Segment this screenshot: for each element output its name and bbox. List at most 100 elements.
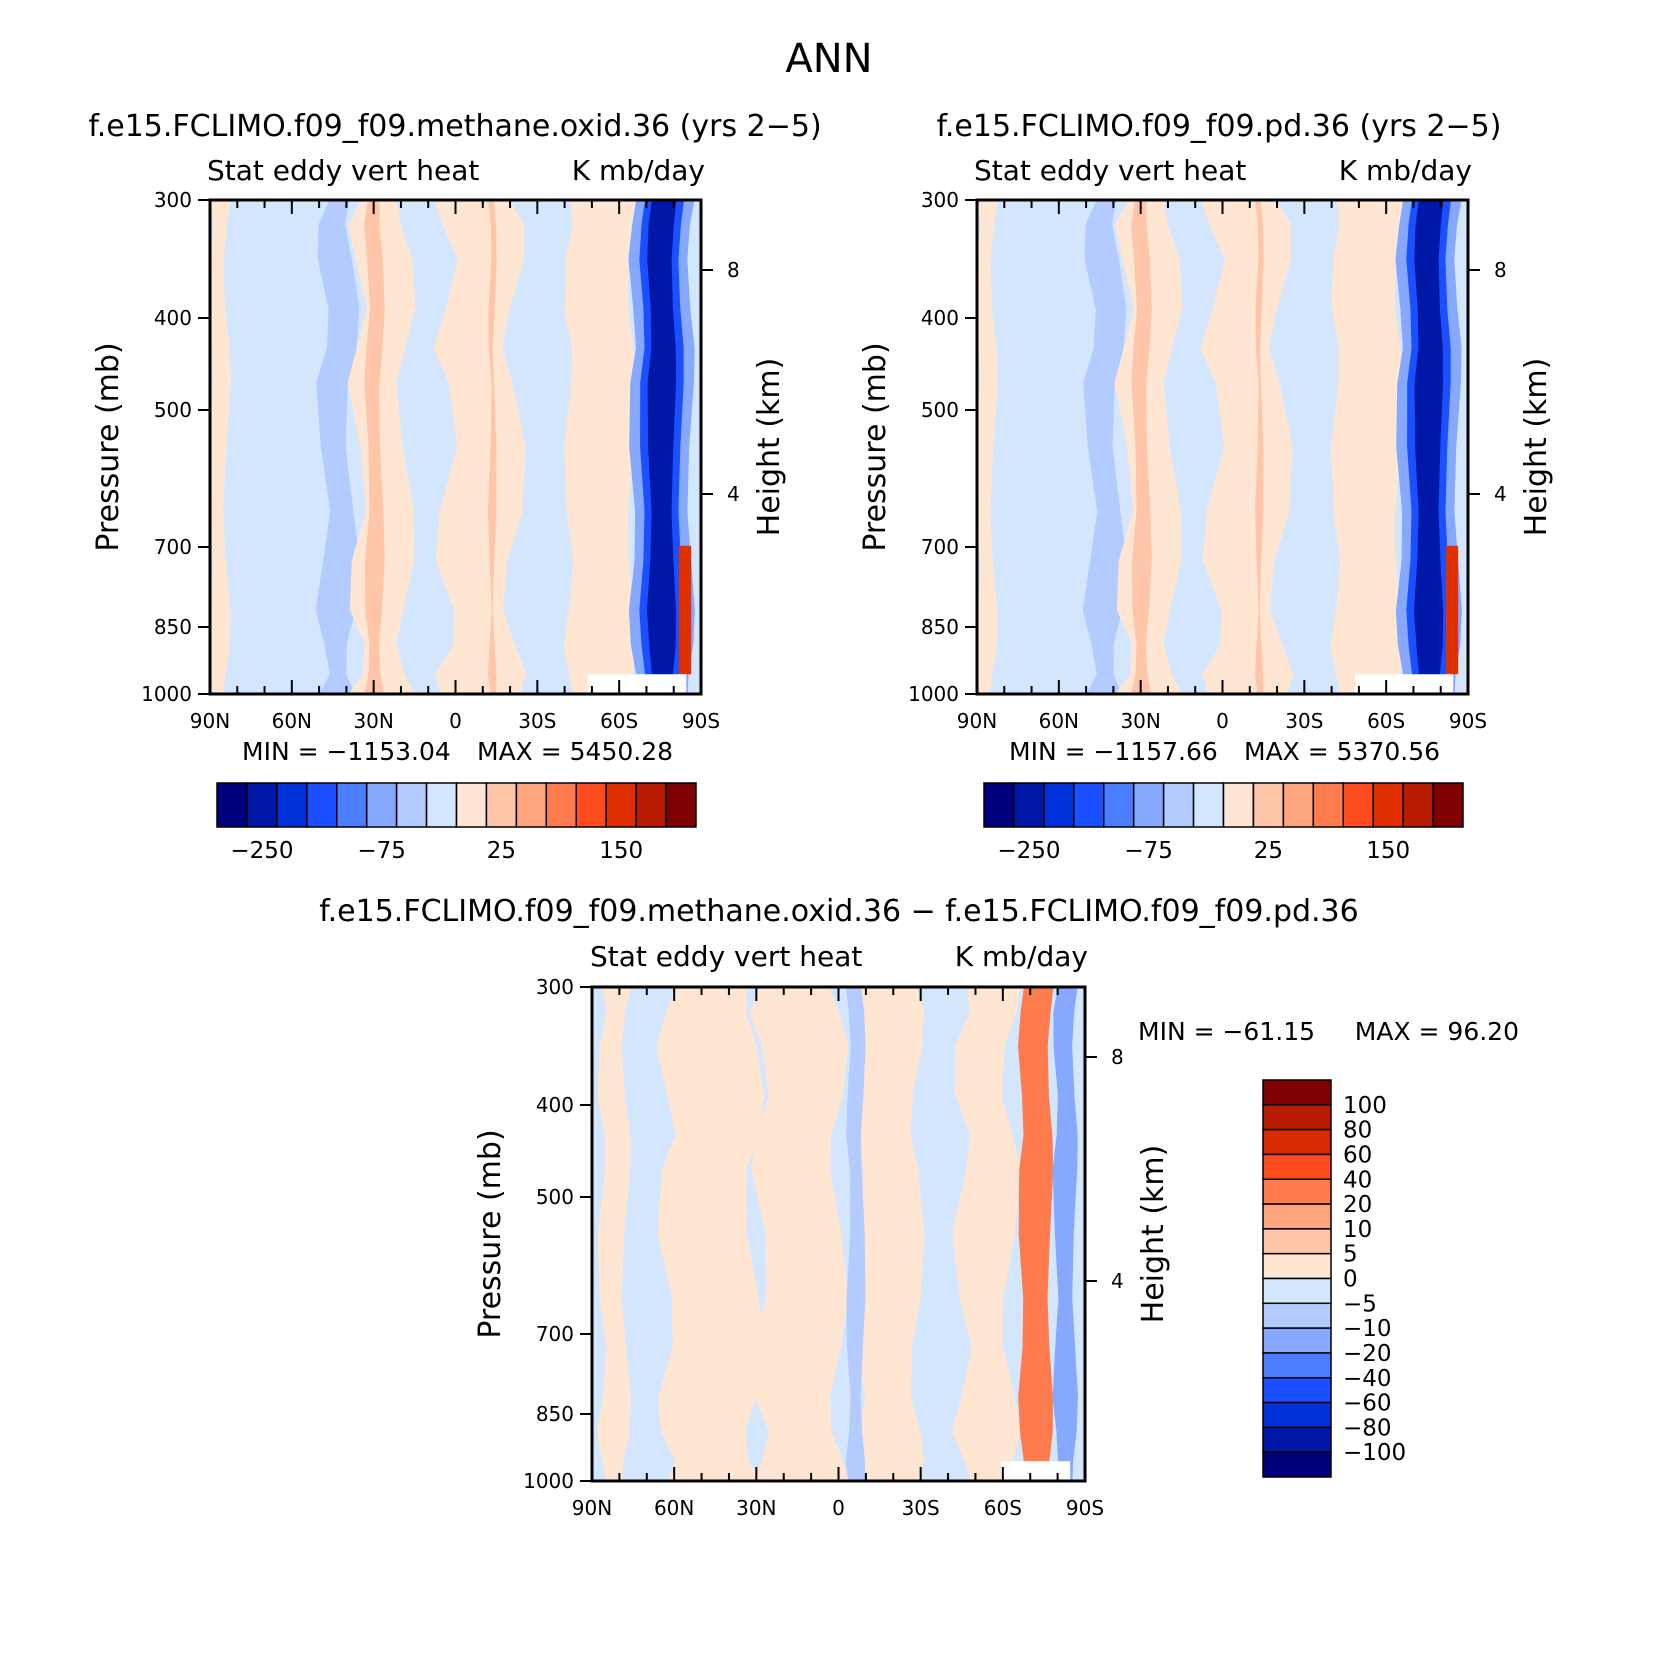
colorbar-swatch	[1262, 1277, 1332, 1305]
panel-diff: f.e15.FCLIMO.f09_f09.methane.oxid.36 − f…	[319, 894, 1519, 1520]
y-right-axis-label: Height (km)	[1136, 1145, 1171, 1324]
y-axis-label: Pressure (mb)	[858, 342, 893, 551]
colorbar-label: 150	[1366, 838, 1410, 864]
colorbar-swatch	[1262, 1128, 1332, 1156]
y-tick-label: 500	[536, 1185, 574, 1209]
x-tick-label: 90S	[1449, 709, 1487, 733]
x-tick-label: 90S	[1066, 1496, 1104, 1520]
colorbar-swatch	[605, 782, 637, 828]
colorbar-swatch	[1043, 782, 1075, 828]
colorbar-label: −75	[1124, 838, 1173, 864]
band-warm	[563, 200, 638, 694]
band-warm	[952, 987, 1021, 1481]
y-tick-label: 700	[536, 1322, 574, 1346]
colorbar-label: −40	[1343, 1366, 1392, 1392]
missing-data	[588, 674, 687, 694]
colorbar-swatch	[1252, 782, 1285, 828]
y-tick-label: 500	[154, 398, 192, 422]
variable-label: Stat eddy vert heat	[974, 154, 1246, 187]
band-warm	[977, 200, 998, 694]
y-tick-label: 400	[921, 306, 959, 330]
colorbar-swatch	[635, 782, 667, 828]
min-label: MIN = −1153.04	[242, 737, 451, 766]
y-tick-label: 400	[154, 306, 192, 330]
band-warm-core	[364, 200, 385, 694]
y-tick-label: 300	[154, 188, 192, 212]
colorbar-swatch	[575, 782, 607, 828]
y-right-tick-label: 4	[727, 482, 740, 506]
panel-title: f.e15.FCLIMO.f09_f09.methane.oxid.36 − f…	[319, 894, 1358, 929]
band-warm-core	[1131, 200, 1152, 694]
min-label: MIN = −61.15	[1138, 1017, 1315, 1046]
colorbar: −250 −75 25 150	[983, 782, 1464, 864]
colorbar-label: 0	[1343, 1267, 1358, 1293]
units-label: K mb/day	[572, 154, 705, 187]
colorbar-swatch	[306, 782, 338, 828]
x-tick-label: 60N	[1039, 709, 1079, 733]
y-right-tick-label: 4	[1494, 482, 1507, 506]
colorbar-label: −250	[997, 838, 1060, 864]
colorbar-swatch	[336, 782, 368, 828]
figure-title: ANN	[785, 36, 872, 82]
colorbar-label: −75	[357, 838, 406, 864]
colorbar-swatch	[1262, 1228, 1332, 1255]
x-tick-label: 30N	[736, 1496, 776, 1520]
colorbar-swatch	[1262, 1377, 1332, 1404]
colorbar-swatch	[665, 782, 697, 828]
colorbar-label: −100	[1343, 1440, 1406, 1466]
band-warm-strong	[1018, 987, 1054, 1481]
contour-field	[977, 200, 1468, 694]
variable-label: Stat eddy vert heat	[207, 154, 479, 187]
colorbar-swatch	[455, 782, 488, 828]
colorbar-swatch	[1262, 1153, 1332, 1180]
y-axis-label: Pressure (mb)	[473, 1129, 508, 1338]
y-tick-label: 850	[536, 1402, 574, 1426]
y-axis-label: Pressure (mb)	[91, 342, 126, 551]
max-label: MAX = 5450.28	[477, 737, 673, 766]
colorbar-label: 150	[599, 838, 643, 864]
x-tick-label: 30N	[1120, 709, 1160, 733]
min-label: MIN = −1157.66	[1009, 737, 1218, 766]
y-tick-label: 700	[154, 535, 192, 559]
panel-methane: f.e15.FCLIMO.f09_f09.methane.oxid.36 (yr…	[88, 109, 821, 864]
colorbar-swatch	[1372, 782, 1404, 828]
colorbar-swatch	[1312, 782, 1344, 828]
x-tick-label: 60S	[1367, 709, 1405, 733]
colorbar-swatch	[1402, 782, 1434, 828]
x-tick-label: 90N	[190, 709, 230, 733]
colorbar-label: 80	[1343, 1118, 1372, 1144]
y-tick-label: 850	[154, 615, 192, 639]
colorbar-swatch	[1013, 782, 1045, 828]
contour-field	[210, 200, 701, 694]
band-warm	[749, 987, 849, 1481]
missing-data	[1355, 674, 1454, 694]
band-warm	[433, 200, 527, 694]
band-cool	[1082, 200, 1127, 694]
y-right-tick-label: 4	[1111, 1269, 1124, 1293]
colorbar-swatch	[545, 782, 577, 828]
x-tick-label: 0	[449, 709, 462, 733]
colorbar-swatch	[1262, 1426, 1332, 1453]
band-warm	[1200, 200, 1294, 694]
x-tick-label: 0	[832, 1496, 845, 1520]
colorbar: −250 −75 25 150	[216, 782, 697, 864]
x-tick-label: 60N	[272, 709, 312, 733]
colorbar-label: 25	[487, 838, 516, 864]
y-right-tick-label: 8	[727, 258, 740, 282]
colorbar-label: −250	[230, 838, 293, 864]
colorbar-label: −80	[1343, 1415, 1392, 1441]
colorbar-swatch	[1282, 782, 1315, 828]
colorbar-label: 5	[1343, 1242, 1358, 1268]
colorbar-swatch	[1103, 782, 1135, 828]
panel-pd: f.e15.FCLIMO.f09_f09.pd.36 (yrs 2−5) Stat…	[858, 109, 1554, 864]
colorbar-swatch	[1262, 1401, 1332, 1429]
colorbar-swatch	[1262, 1079, 1332, 1106]
colorbar-swatch	[1262, 1104, 1332, 1131]
colorbar-swatch	[1262, 1451, 1332, 1478]
y-right-axis-label: Height (km)	[1519, 358, 1554, 537]
band-warm	[1114, 200, 1183, 694]
y-tick-label: 300	[921, 188, 959, 212]
colorbar-swatch	[1262, 1327, 1332, 1354]
